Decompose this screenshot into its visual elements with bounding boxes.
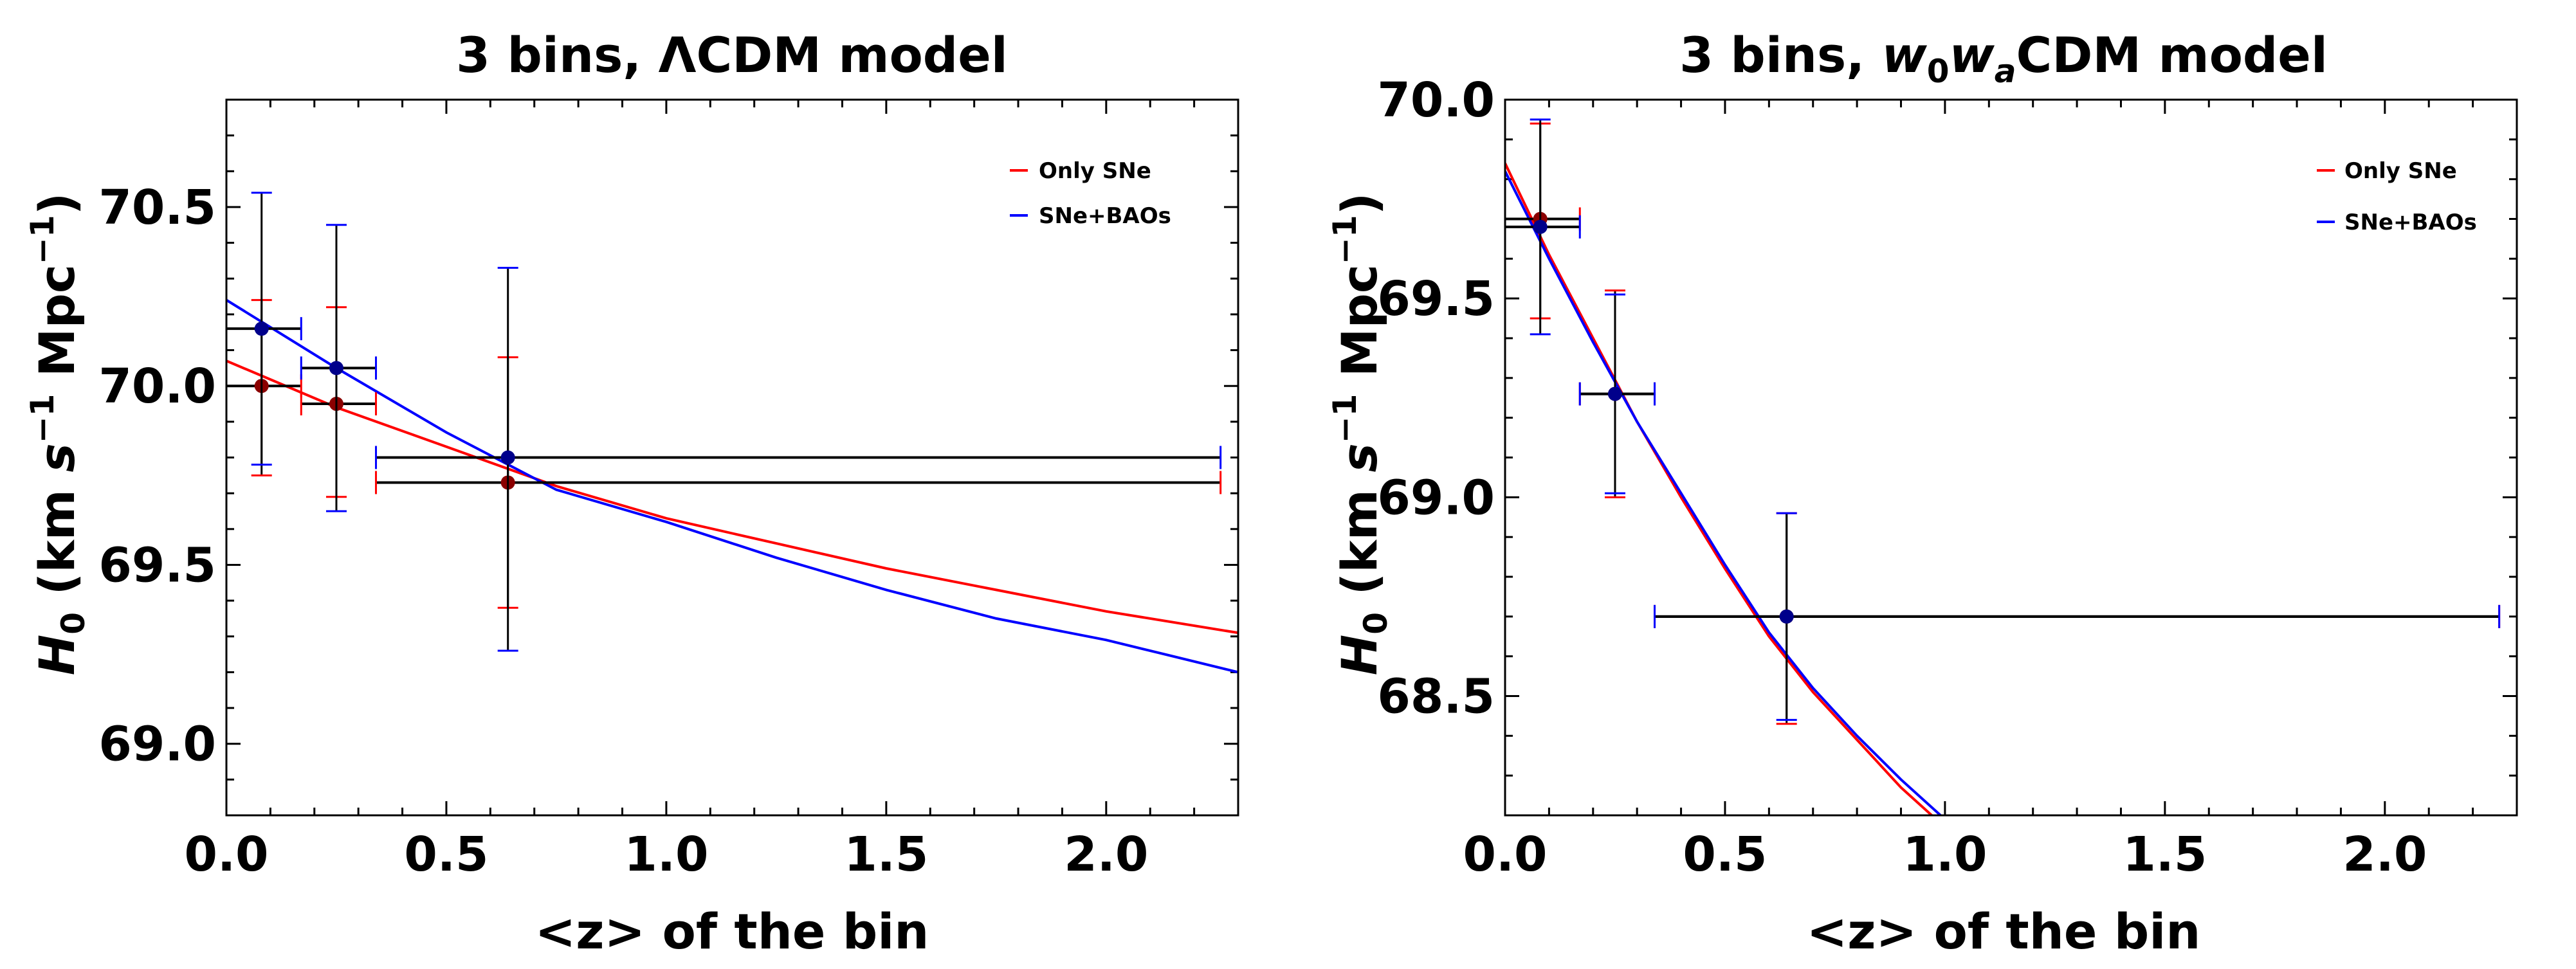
data-point-sne-baos	[1779, 609, 1794, 624]
y-tick-label: 69.5	[1377, 271, 1495, 327]
x-axis-label: <z> of the bin	[1807, 903, 2201, 960]
panel-w0wacdm: 3 bins, w0waCDM model H0 (km s−1 Mpc−1) …	[1326, 26, 2518, 960]
x-tick-label: 1.0	[624, 827, 708, 882]
x-tick-label: 1.5	[844, 827, 928, 882]
tick-group: 0.0 0.5 1.0 1.5 2.0 68.5 69.0 69.5 70.0	[1377, 73, 2518, 882]
data-point-sne-baos	[254, 321, 269, 336]
legend-label-only-sne: Only SNe	[1039, 158, 1151, 184]
data-point-sne-baos	[1607, 386, 1622, 401]
y-axis-label: H0 (km s−1 Mpc−1)	[24, 193, 92, 676]
axes-frame	[1504, 98, 2518, 817]
x-tick-label: 0.0	[184, 827, 268, 882]
y-axis-label: H0 (km s−1 Mpc−1)	[1326, 193, 1394, 676]
x-tick-label: 0.0	[1463, 827, 1547, 882]
y-tick-label: 70.0	[1377, 73, 1495, 128]
legend-label-only-sne: Only SNe	[2344, 158, 2457, 184]
data-point-sne-baos	[1533, 219, 1548, 234]
tick-group: 0.0 0.5 1.0 1.5 2.0 69.0 69.5 70.0 70.5	[98, 98, 1239, 882]
x-tick-label: 1.5	[2123, 827, 2207, 882]
plot-clipped	[1505, 118, 2501, 815]
legend: Only SNe SNe+BAOs	[2317, 158, 2477, 235]
plot-area	[226, 192, 1238, 674]
chart-title: 3 bins, ΛCDM model	[456, 26, 1008, 84]
fit-curve-only-sne	[226, 359, 1238, 635]
x-axis-label: <z> of the bin	[535, 903, 929, 960]
y-tick-label: 69.5	[98, 538, 216, 593]
panel-lcdm: 3 bins, ΛCDM model H0 (km s−1 Mpc−1) <z>…	[24, 26, 1239, 960]
x-tick-label: 0.5	[1683, 827, 1767, 882]
fit-curve-only-sne	[1505, 163, 1934, 815]
y-tick-label: 68.5	[1377, 669, 1495, 725]
legend-label-sne-baos: SNe+BAOs	[2344, 210, 2477, 235]
y-tick-label: 70.5	[98, 180, 216, 235]
x-tick-label: 0.5	[404, 827, 488, 882]
y-tick-label: 70.0	[98, 359, 216, 414]
x-tick-label: 2.0	[2343, 827, 2427, 882]
fit-curve-sne-baos	[226, 298, 1238, 674]
data-point-sne-baos	[500, 450, 515, 465]
axes-frame	[225, 98, 1239, 817]
y-tick-label: 69.0	[98, 717, 216, 772]
data-point-sne-baos	[329, 361, 343, 376]
plot-clipped	[226, 192, 1238, 674]
legend-label-sne-baos: SNe+BAOs	[1039, 203, 1171, 229]
legend: Only SNe SNe+BAOs	[1010, 158, 1171, 229]
chart-title: 3 bins, w0waCDM model	[1679, 26, 2328, 90]
x-tick-label: 1.0	[1903, 827, 1987, 882]
plot-area	[1505, 118, 2501, 815]
x-tick-label: 2.0	[1064, 827, 1148, 882]
y-tick-label: 69.0	[1377, 470, 1495, 525]
fit-curve-sne-baos	[1505, 170, 1943, 815]
